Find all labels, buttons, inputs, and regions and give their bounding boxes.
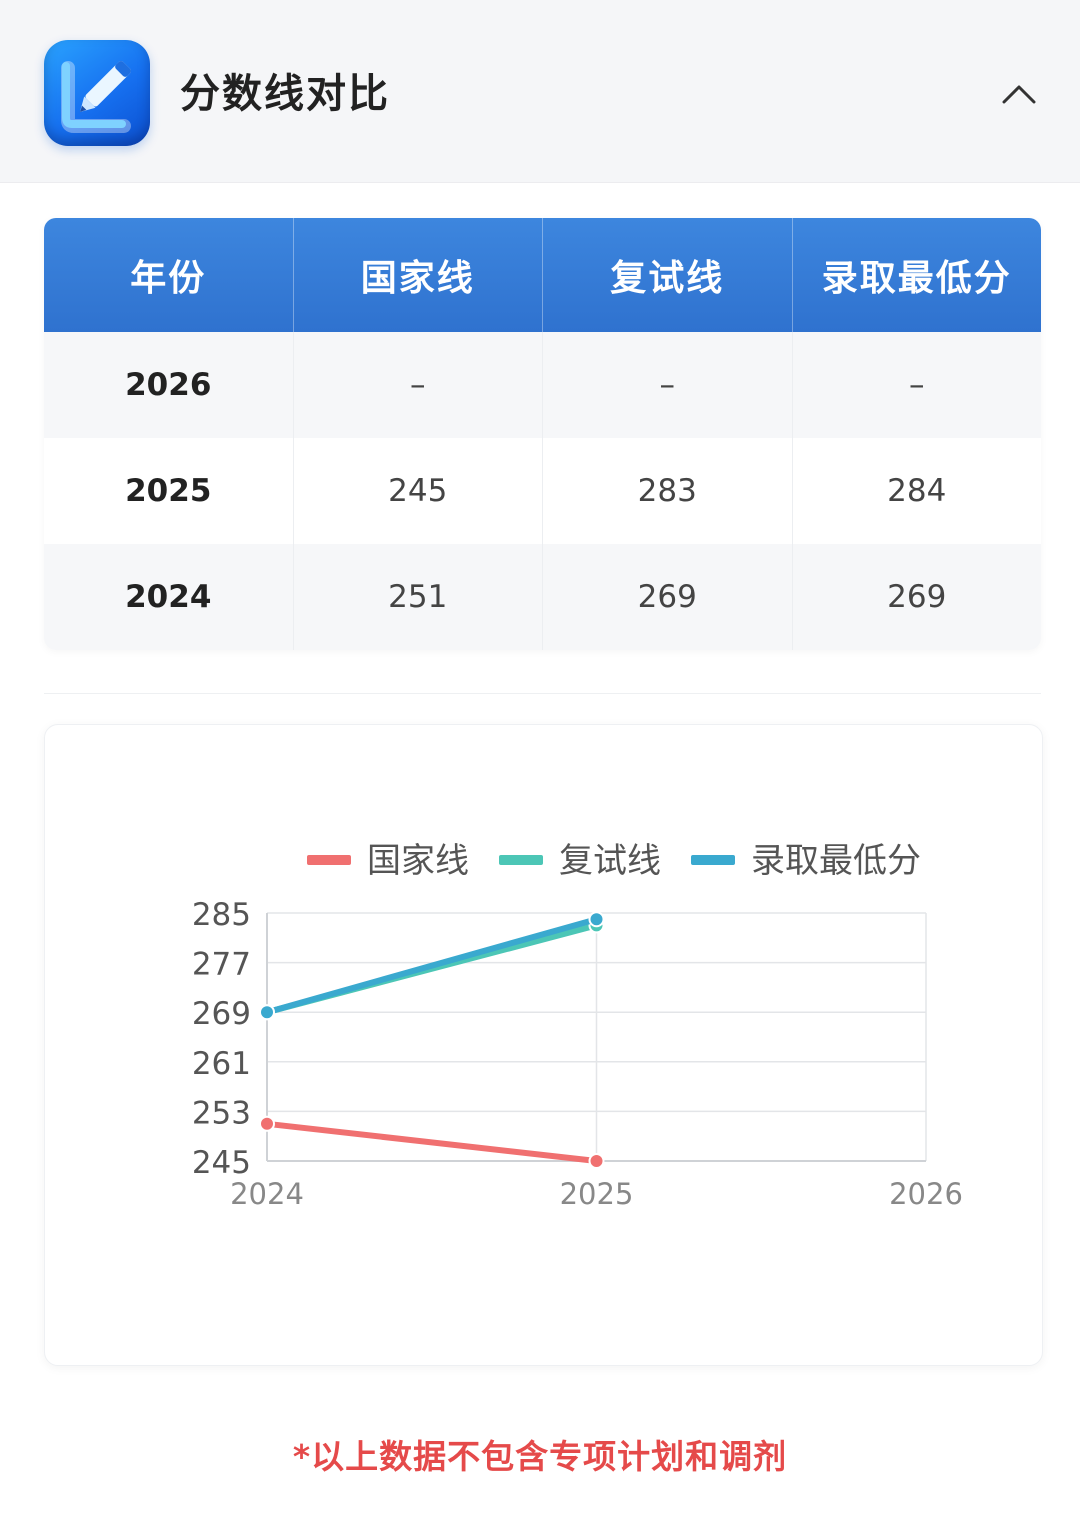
- column-header-min-admit-score: 录取最低分: [821, 258, 1012, 299]
- score-table: 年份 国家线 复试线 录取最低分 2026 – – – 2025 245 283…: [44, 218, 1041, 650]
- divider: [44, 693, 1041, 694]
- table-cell: 269: [543, 544, 793, 650]
- table-cell: 284: [887, 473, 947, 509]
- y-tick-label: 277: [192, 947, 251, 983]
- table-row: 2025 245 283 284: [44, 438, 1041, 544]
- table-cell: 283: [543, 438, 793, 544]
- legend-label: 国家线: [367, 841, 469, 881]
- section-header: 分数线对比: [0, 0, 1080, 183]
- column-header-year: 年份: [44, 218, 294, 332]
- y-tick-label: 261: [192, 1046, 251, 1082]
- pencil-icon: [44, 40, 150, 146]
- y-tick-label: 285: [192, 897, 251, 933]
- legend-swatch: [307, 855, 351, 865]
- column-header-national-line: 国家线: [294, 218, 543, 332]
- series-line-2: [264, 916, 600, 1016]
- y-tick-label: 269: [192, 996, 251, 1032]
- column-header-retest-line: 复试线: [543, 218, 793, 332]
- y-tick-label: 253: [192, 1095, 251, 1131]
- legend-swatch: [691, 855, 735, 865]
- table-cell: 251: [294, 544, 543, 650]
- legend-label: 复试线: [559, 841, 661, 881]
- data-point: [259, 1115, 275, 1132]
- table-cell: –: [294, 332, 543, 438]
- data-point: [259, 1004, 275, 1021]
- chart-card: 285 277 269 261 253 245 2024 2025 2026 国家线 复试线 录取最低…: [44, 724, 1043, 1366]
- table-cell: –: [909, 367, 925, 403]
- table-row: 2024 251 269 269: [44, 544, 1041, 650]
- data-point: [588, 911, 605, 928]
- table-header-row: 年份 国家线 复试线 录取最低分: [44, 218, 1041, 332]
- table-cell-year: 2025: [44, 438, 294, 544]
- page-title: 分数线对比: [180, 71, 390, 117]
- table-row: 2026 – – –: [44, 332, 1041, 438]
- series-line-0: [264, 1120, 600, 1164]
- data-point: [588, 1153, 605, 1169]
- y-tick-label: 245: [192, 1145, 251, 1181]
- table-cell-year: 2026: [44, 332, 294, 438]
- table-cell: 245: [294, 438, 543, 544]
- legend-swatch: [499, 855, 543, 865]
- x-tick-label: 2025: [560, 1177, 634, 1211]
- table-cell: –: [543, 332, 793, 438]
- x-tick-label: 2024: [230, 1177, 304, 1211]
- x-tick-label: 2026: [889, 1177, 963, 1211]
- chevron-up-icon[interactable]: [996, 72, 1042, 118]
- legend-label: 录取最低分: [751, 841, 921, 881]
- table-cell-year: 2024: [44, 544, 294, 650]
- table-cell: 269: [887, 579, 947, 615]
- footnote: *以上数据不包含专项计划和调剂: [292, 1437, 788, 1476]
